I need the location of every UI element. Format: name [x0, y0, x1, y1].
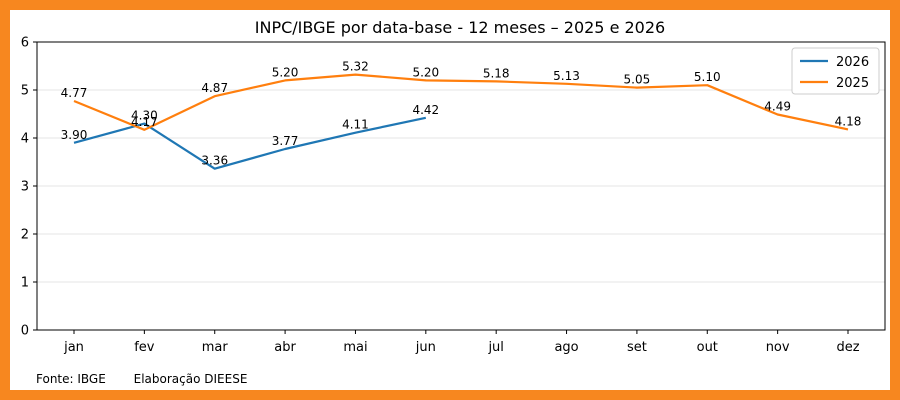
data-label-2025-mar: 4.87 [201, 81, 228, 95]
data-label-2026-jan: 3.90 [61, 128, 88, 142]
x-tick-label-dez: dez [836, 340, 859, 355]
data-label-2025-jan: 4.77 [61, 86, 88, 100]
x-tick-label-out: out [697, 340, 718, 355]
x-tick-label-set: set [627, 340, 647, 355]
y-tick-label-1: 1 [21, 276, 29, 291]
y-tick-label-2: 2 [21, 228, 29, 243]
chart-title: INPC/IBGE por data-base - 12 meses – 202… [255, 18, 665, 37]
data-label-2025-set: 5.05 [624, 73, 651, 87]
x-tick-label-mar: mar [202, 340, 229, 355]
data-label-2026-mai: 4.11 [342, 118, 369, 132]
x-tick-label-fev: fev [134, 340, 155, 355]
x-tick-label-ago: ago [554, 340, 578, 355]
series-layer [73, 73, 849, 170]
x-tick-label-jul: jul [487, 340, 503, 355]
data-label-2025-dez: 4.18 [835, 114, 862, 128]
plot-area [36, 41, 886, 331]
data-label-2026-jun: 4.42 [412, 103, 439, 117]
data-labels-layer: 3.90 4.30 3.36 3.77 4.11 4.42 4.77 4.17 4.87 5.20… [61, 60, 862, 168]
legend-label-2025: 2025 [836, 76, 869, 91]
data-label-2025-jul: 5.18 [483, 66, 510, 80]
data-label-2025-ago: 5.13 [553, 69, 580, 83]
y-tick-label-4: 4 [21, 132, 29, 147]
y-tick-label-5: 5 [21, 84, 29, 99]
series-line-2025 [73, 73, 849, 131]
grid-layer [37, 41, 885, 331]
data-label-2025-abr: 5.20 [272, 65, 299, 79]
x-tick-label-nov: nov [766, 340, 790, 355]
data-label-2026-abr: 3.77 [272, 134, 299, 148]
y-tick-label-0: 0 [21, 324, 29, 339]
data-label-2025-mai: 5.32 [342, 60, 369, 74]
legend: 2026 2025 [791, 47, 880, 95]
x-tick-label-mai: mai [343, 340, 367, 355]
axes-layer: 0 1 2 3 4 5 6 jan fev mar abr mai jun jul ago set out nov… [21, 36, 886, 355]
data-label-2025-nov: 4.49 [764, 99, 791, 113]
x-tick-label-jun: jun [415, 340, 436, 355]
legend-label-2026: 2026 [836, 55, 869, 70]
series-line-2026 [73, 116, 427, 170]
data-label-2026-mar: 3.36 [201, 154, 228, 168]
x-tick-label-abr: abr [274, 340, 296, 355]
chart-footer: Fonte: IBGE Elaboração DIEESE [36, 372, 247, 386]
data-label-2025-jun: 5.20 [412, 65, 439, 79]
data-label-2025-out: 5.10 [694, 70, 721, 84]
credit-note: Elaboração DIEESE [133, 372, 248, 386]
data-label-2025-fev: 4.17 [131, 115, 158, 129]
y-tick-label-3: 3 [21, 180, 29, 195]
x-tick-label-jan: jan [63, 340, 84, 355]
source-note: Fonte: IBGE [36, 372, 106, 386]
y-tick-label-6: 6 [21, 36, 29, 51]
data-label-2026-fev: 4.30 [131, 109, 158, 123]
